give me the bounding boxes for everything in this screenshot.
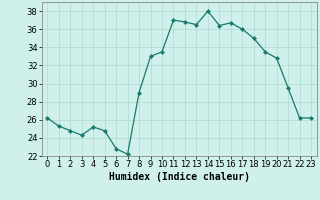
X-axis label: Humidex (Indice chaleur): Humidex (Indice chaleur) — [109, 172, 250, 182]
